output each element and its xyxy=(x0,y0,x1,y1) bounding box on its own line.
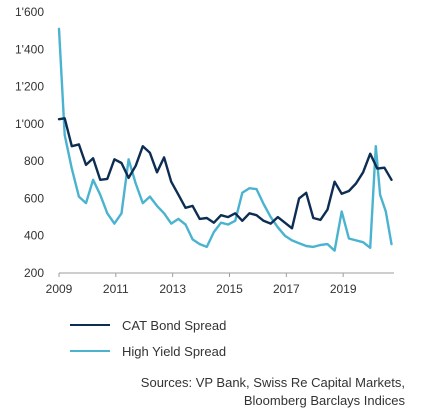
x-axis-tick-marks xyxy=(58,273,344,277)
legend: CAT Bond Spread High Yield Spread xyxy=(70,312,226,364)
x-tick-label-2011: 2011 xyxy=(103,282,129,296)
y-tick-label-1600: 1'600 xyxy=(15,5,44,19)
legend-swatch-high-yield xyxy=(70,350,110,352)
y-tick-label-200: 200 xyxy=(24,266,44,280)
spread-chart: 1'600 1'400 1'200 1'000 800 600 400 200 2009 201… xyxy=(15,5,394,296)
series-line-high-yield-spread xyxy=(57,27,393,252)
source-line-2: Bloomberg Barclays Indices xyxy=(243,393,405,408)
series-line-cat-bond-spread xyxy=(57,117,393,230)
x-axis-tick-labels: 2009 2011 2013 2015 2017 2019 xyxy=(46,282,357,296)
legend-swatch-cat-bond xyxy=(70,324,110,326)
y-tick-label-1000: 1'000 xyxy=(15,117,44,131)
legend-label-cat-bond: CAT Bond Spread xyxy=(122,317,227,333)
y-axis-tick-labels: 1'600 1'400 1'200 1'000 800 600 400 200 xyxy=(15,5,44,280)
x-tick-label-2013: 2013 xyxy=(159,282,186,296)
x-tick-label-2015: 2015 xyxy=(216,282,243,296)
x-tick-label-2019: 2019 xyxy=(330,282,357,296)
x-tick-label-2017: 2017 xyxy=(273,282,300,296)
source-note: Sources: VP Bank, Swiss Re Capital Marke… xyxy=(141,374,405,410)
y-tick-label-1400: 1'400 xyxy=(15,42,44,56)
y-tick-label-800: 800 xyxy=(24,154,44,168)
y-tick-label-1200: 1'200 xyxy=(15,80,44,94)
legend-label-high-yield: High Yield Spread xyxy=(122,343,227,359)
series-lines xyxy=(57,27,393,252)
legend-item-cat-bond: CAT Bond Spread xyxy=(70,312,226,338)
y-tick-label-600: 600 xyxy=(24,191,44,205)
y-tick-label-400: 400 xyxy=(24,229,44,243)
x-tick-label-2009: 2009 xyxy=(46,282,73,296)
source-line-1: Sources: VP Bank, Swiss Re Capital Marke… xyxy=(140,375,405,390)
legend-item-high-yield: High Yield Spread xyxy=(70,338,226,364)
